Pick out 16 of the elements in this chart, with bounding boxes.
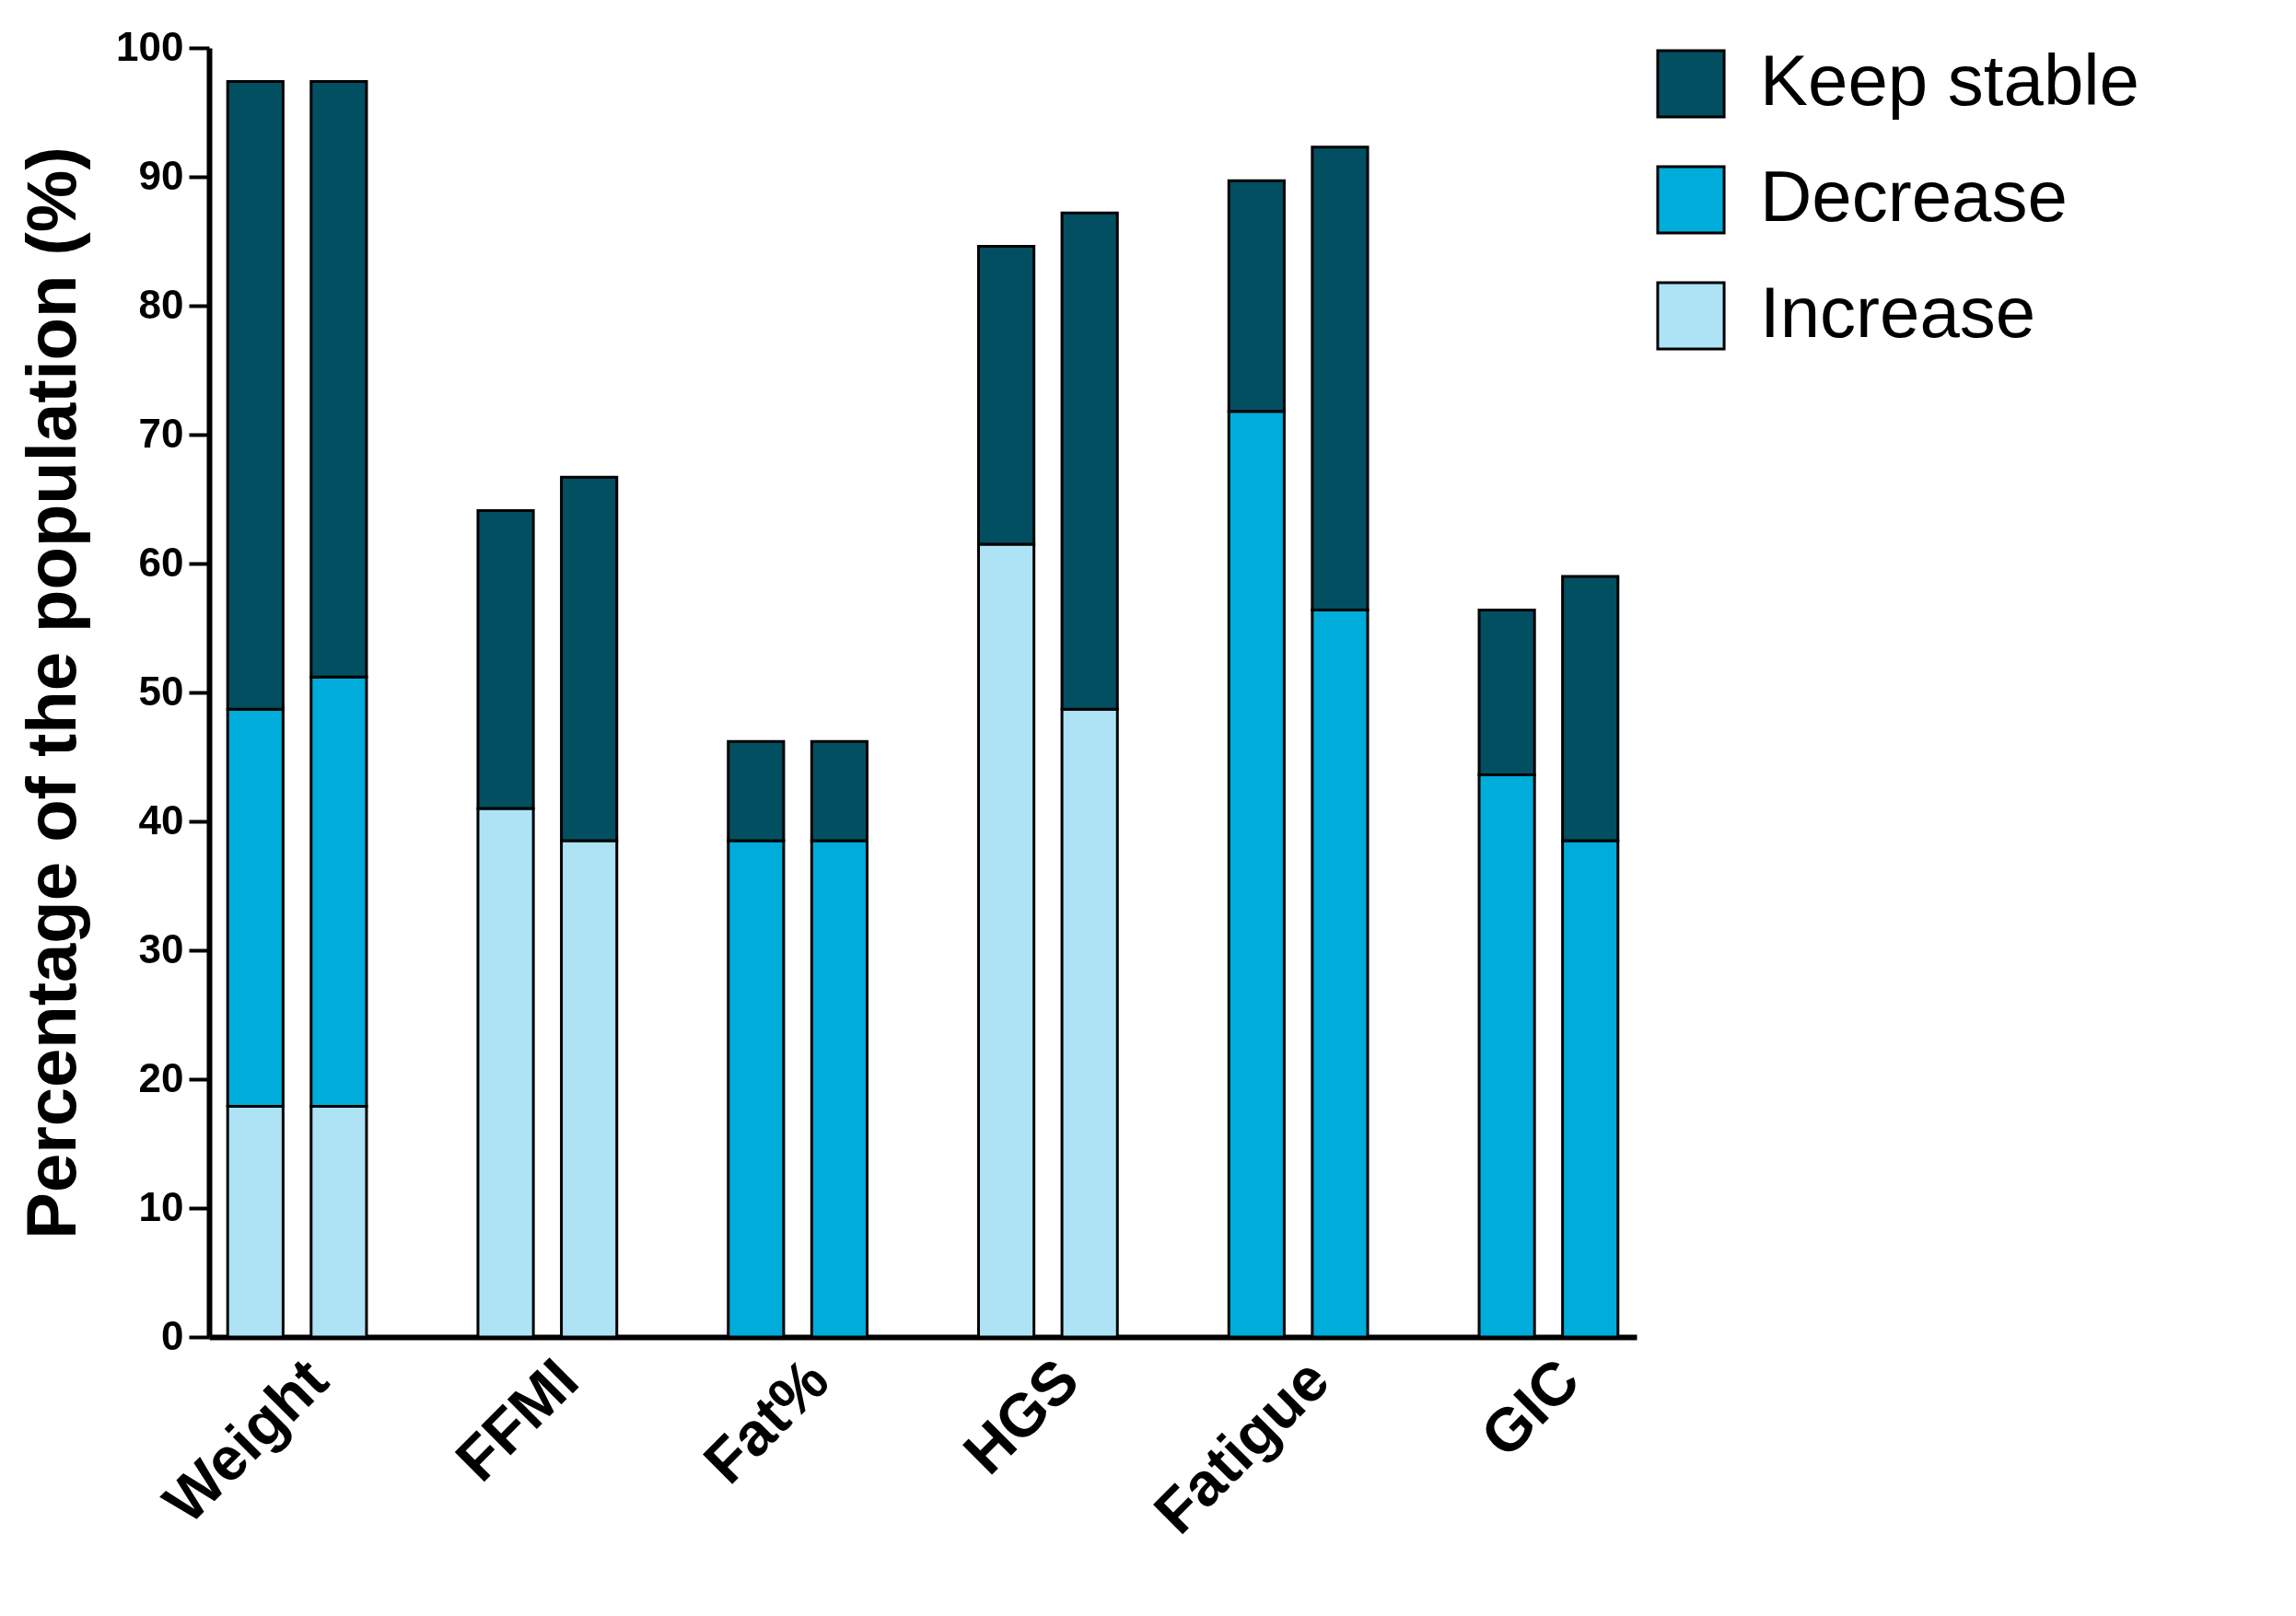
y-tick-label: 100 [116, 23, 184, 69]
y-axis-title: Percentage of the population (%) [12, 146, 91, 1239]
y-tick-label: 40 [138, 796, 184, 843]
x-tick-label: GIC [1467, 1344, 1592, 1471]
legend-label: Keep stable [1760, 40, 2139, 121]
y-tick-label: 30 [138, 925, 184, 971]
y-tick-label: 60 [138, 539, 184, 585]
legend-label: Decrease [1760, 156, 2068, 237]
legend-label: Increase [1760, 272, 2036, 353]
y-tick-label: 10 [138, 1183, 184, 1229]
y-tick-label: 50 [138, 668, 184, 714]
y-tick-label: 20 [138, 1054, 184, 1100]
y-tick-label: 70 [138, 410, 184, 456]
y-tick-label: 90 [138, 152, 184, 198]
y-tick-label: 80 [138, 281, 184, 327]
y-tick-label: 0 [161, 1312, 184, 1358]
